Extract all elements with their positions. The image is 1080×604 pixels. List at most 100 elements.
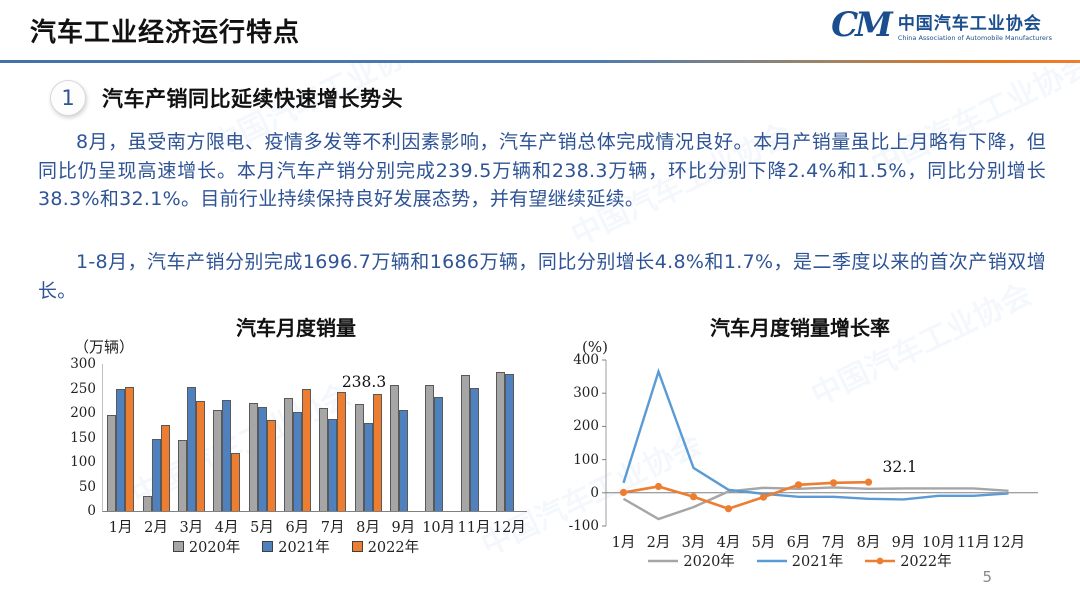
caam-logo: CM 中国汽车工业协会 China Association of Automob… — [831, 8, 1052, 42]
legend-swatch — [865, 557, 896, 564]
line-series-2021年 — [622, 367, 1009, 501]
line-value-annotation: 32.1 — [882, 458, 918, 477]
legend-swatch — [756, 559, 787, 562]
y-tick-label: 100 — [573, 451, 599, 468]
bar-2021年-12月 — [504, 374, 514, 511]
bar-2020年-4月 — [213, 409, 223, 511]
monthly-sales-bar-chart: 汽车月度销量 （万辆） 0 50 100 150 200 250 300 1月 2月 3月 4月 5月… — [52, 312, 540, 571]
charts-row: 汽车月度销量 （万辆） 0 50 100 150 200 250 300 1月 2月 3月 4月 5月… — [0, 312, 1080, 571]
x-tick-label: 4月 — [214, 520, 239, 536]
y-tick-label: 50 — [78, 478, 96, 495]
x-tick-label: 2月 — [144, 520, 168, 536]
y-tick-label: 0 — [590, 484, 599, 501]
y-tick-label: 200 — [70, 405, 96, 421]
bar-2021年-8月 — [363, 422, 373, 511]
legend-item-2022年: 2022年 — [865, 550, 952, 571]
bar-2020年-3月 — [177, 440, 187, 511]
x-tick-label: 9月 — [391, 520, 416, 536]
bar-2020年-1月 — [107, 415, 117, 511]
x-tick-label: 2月 — [646, 535, 671, 551]
x-tick-label: 5月 — [751, 535, 776, 551]
section-heading: 汽车产销同比延续快速增长势头 — [102, 87, 403, 111]
legend-item-2022年: 2022年 — [351, 536, 420, 557]
legend-swatch — [172, 541, 184, 552]
legend-label: 2021年 — [791, 554, 844, 570]
x-tick-label: 10月 — [422, 520, 456, 536]
bar-chart-plot: 0 50 100 150 200 250 300 1月 2月 3月 4月 5月 6月 7月 8月 9月 10月 1… — [70, 356, 527, 536]
paragraph-ytd-summary: 1-8月，汽车产销分别完成1696.7万辆和1686万辆，同比分别增长4.8%和… — [38, 251, 1046, 302]
x-tick-label: 6月 — [285, 520, 310, 536]
legend-item-2020年: 2020年 — [172, 536, 241, 557]
legend-label: 2020年 — [683, 554, 735, 570]
bar-2022年-5月 — [266, 419, 276, 511]
header-divider — [0, 60, 1080, 63]
bar-2021年-2月 — [151, 439, 161, 511]
bar-2020年-12月 — [495, 372, 505, 511]
x-tick-label: 12月 — [992, 535, 1025, 551]
bar-2020年-10月 — [425, 384, 435, 511]
y-tick-label: 150 — [70, 429, 96, 446]
caam-logo-monogram-icon: CM — [831, 5, 893, 45]
y-tick-label: 400 — [573, 352, 599, 368]
y-tick-label: 100 — [70, 454, 96, 470]
line-chart-svg — [602, 359, 1038, 527]
bar-chart-title: 汽车月度销量 — [236, 316, 356, 340]
header: 汽车工业经济运行特点 CM 中国汽车工业协会 China Association… — [0, 0, 1080, 62]
x-tick-label: 3月 — [179, 520, 204, 536]
bar-2021年-10月 — [434, 396, 444, 511]
bar-2021年-7月 — [328, 419, 338, 511]
legend-label: 2022年 — [367, 540, 420, 556]
bar-2022年-8月 — [372, 394, 382, 511]
legend-label: 2022年 — [900, 554, 952, 570]
bar-2021年-1月 — [116, 388, 126, 511]
bar-2022年-2月 — [160, 424, 170, 511]
legend-swatch — [648, 559, 679, 562]
bar-2020年-11月 — [460, 375, 470, 511]
bar-2020年-8月 — [354, 403, 364, 511]
legend-item-2020年: 2020年 — [648, 550, 735, 571]
line-chart-legend: 2020年 2021年 2022年 — [556, 550, 1044, 571]
x-tick-label: 11月 — [457, 520, 491, 536]
bar-2022年-6月 — [301, 388, 311, 511]
page-number: 5 — [982, 568, 992, 586]
line-series-2020年 — [622, 486, 1009, 521]
bar-2021年-3月 — [186, 387, 196, 511]
bar-2021年-5月 — [257, 406, 267, 511]
bar-chart-legend: 2020年 2021年 2022年 — [52, 536, 540, 557]
x-tick-label: 1月 — [611, 535, 636, 551]
x-tick-label: 11月 — [957, 535, 990, 551]
bar-chart-unit-label: （万辆） — [74, 338, 135, 356]
line-series-2022年 — [623, 480, 869, 511]
page-title: 汽车工业经济运行特点 — [30, 18, 301, 48]
legend-item-2021年: 2021年 — [262, 536, 330, 557]
bar-2022年-4月 — [231, 453, 241, 511]
legend-label: 2020年 — [188, 540, 241, 556]
bar-2020年-9月 — [389, 385, 399, 511]
monthly-growth-line-chart: 汽车月度销量增长率 (%) -100 0 100 200 300 400 1月 2月 3月 4月 5… — [556, 312, 1044, 571]
bar-value-annotation: 238.3 — [341, 373, 387, 392]
bar-2020年-6月 — [283, 398, 293, 511]
x-tick-label: 9月 — [891, 535, 916, 551]
x-tick-label: 6月 — [786, 535, 811, 551]
legend-swatch — [351, 541, 363, 552]
x-tick-label: 7月 — [320, 520, 345, 536]
line-chart-plot: -100 0 100 200 300 400 1月 2月 3月 4月 5月 6月 7月 8月 9月 10月 11… — [569, 352, 1038, 551]
x-tick-label: 1月 — [108, 520, 133, 536]
x-tick-label: 5月 — [250, 520, 274, 536]
y-tick-label: 0 — [87, 503, 96, 519]
legend-label: 2021年 — [278, 540, 330, 556]
bar-2020年-5月 — [248, 403, 258, 511]
line-chart-title: 汽车月度销量增长率 — [710, 316, 890, 340]
x-tick-label: 4月 — [716, 535, 741, 551]
x-tick-label: 3月 — [681, 535, 706, 551]
x-tick-label: 12月 — [492, 520, 526, 536]
bar-2022年-3月 — [195, 401, 205, 511]
legend-swatch — [262, 541, 274, 552]
bar-2020年-7月 — [319, 407, 329, 511]
y-tick-label: 300 — [70, 356, 96, 372]
x-tick-label: 7月 — [821, 535, 846, 551]
section-number-badge: 1 — [50, 80, 86, 116]
logo-name-cn: 中国汽车工业协会 — [897, 13, 1042, 34]
bar-2021年-4月 — [222, 400, 232, 511]
